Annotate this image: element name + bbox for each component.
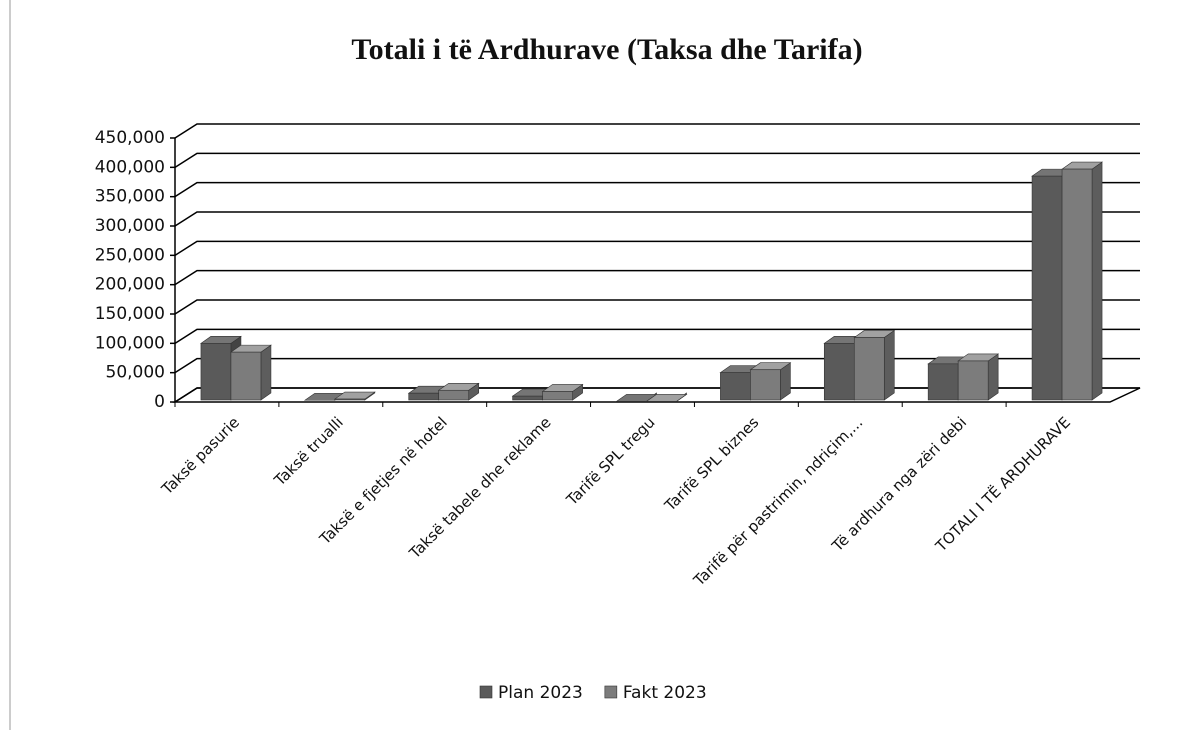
y-tick-label: 150,000	[95, 304, 165, 324]
y-tick-label: 450,000	[95, 128, 165, 148]
y-tick-label: 400,000	[95, 157, 165, 177]
y-tick-label: 200,000	[95, 275, 165, 295]
x-tick-label: Tarifë për pastrimin, ndriçim,...	[689, 413, 866, 590]
legend-swatch	[479, 685, 493, 699]
legend-swatch	[604, 685, 618, 699]
bar	[230, 351, 262, 401]
bar	[720, 372, 751, 401]
bar	[1031, 175, 1063, 401]
bar-side	[987, 353, 999, 401]
x-tick-label: Tarifë SPL biznes	[660, 413, 762, 515]
bar	[408, 392, 440, 401]
y-tick-label: 350,000	[95, 187, 165, 207]
bar	[927, 363, 959, 401]
grid-line	[174, 181, 1140, 198]
y-tick-label: 0	[154, 392, 165, 412]
grid-line	[174, 211, 1140, 227]
y-tick-label: 50,000	[106, 363, 165, 383]
grid-line	[174, 328, 1140, 344]
bar-side	[883, 329, 895, 401]
x-tick-label: Taksë trualli	[270, 413, 347, 490]
y-tick-label: 250,000	[95, 245, 165, 265]
bar	[512, 395, 543, 401]
bar	[334, 398, 366, 401]
bar	[823, 343, 855, 401]
grid-line	[174, 269, 1140, 286]
bar	[438, 389, 470, 401]
bar	[542, 391, 573, 401]
bar	[1061, 168, 1093, 401]
bar	[750, 369, 781, 401]
y-tick-label: 100,000	[95, 333, 165, 353]
x-tick-label: Taksë pasurie	[157, 413, 243, 499]
grid-line	[174, 152, 1140, 168]
grid-line	[174, 123, 1140, 139]
bar	[853, 337, 885, 401]
grid-line	[174, 299, 1140, 315]
bar-side	[1091, 161, 1103, 401]
chart-title: Totali i të Ardhurave (Taksa dhe Tarifa)	[351, 33, 862, 66]
legend-label: Plan 2023	[498, 683, 583, 703]
bar-top	[645, 394, 688, 402]
bar-side	[260, 344, 272, 401]
x-tick-label: Tarifë SPL tregu	[562, 413, 658, 509]
y-tick-label: 300,000	[95, 216, 165, 236]
bar	[200, 343, 232, 401]
bar	[957, 360, 989, 401]
legend-label: Fakt 2023	[623, 683, 707, 703]
grid-line	[174, 240, 1140, 256]
